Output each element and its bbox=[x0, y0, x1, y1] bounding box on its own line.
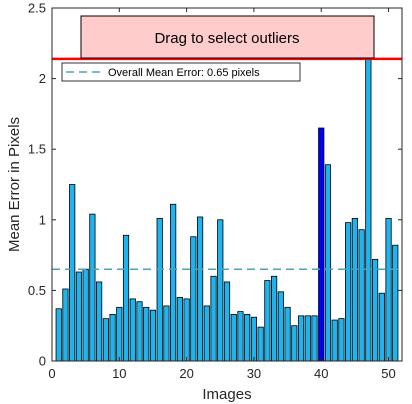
bar-image-15[interactable] bbox=[149, 309, 157, 362]
y-tick-label: 0 bbox=[39, 354, 46, 369]
bar-image-24[interactable] bbox=[210, 275, 217, 362]
bar-image-18[interactable] bbox=[170, 203, 177, 362]
y-tick-label: 2 bbox=[39, 71, 46, 86]
bar-image-11[interactable] bbox=[122, 234, 130, 362]
bar-image-38[interactable] bbox=[304, 315, 311, 362]
bar-image-19[interactable] bbox=[176, 297, 183, 362]
bar-image-26[interactable] bbox=[223, 281, 231, 362]
bar-image-12[interactable] bbox=[129, 298, 136, 362]
drag-banner[interactable]: Drag to select outliers bbox=[80, 15, 375, 59]
legend-box bbox=[61, 62, 301, 82]
bar-image-13[interactable] bbox=[136, 301, 143, 362]
bar-image-39[interactable] bbox=[311, 315, 318, 362]
x-tick-label: 50 bbox=[381, 366, 395, 381]
bar-image-8[interactable] bbox=[102, 318, 109, 362]
bar-image-14[interactable] bbox=[143, 306, 150, 362]
y-axis-ticks: 0 0.5 1 1.5 2 2.5 bbox=[28, 1, 402, 369]
bar-image-47[interactable] bbox=[365, 58, 372, 362]
bar-image-21[interactable] bbox=[190, 236, 197, 362]
bar-image-23[interactable] bbox=[203, 305, 210, 362]
bar-image-42[interactable] bbox=[331, 319, 338, 362]
bar-image-17[interactable] bbox=[163, 305, 170, 362]
bar-image-28[interactable] bbox=[237, 311, 244, 362]
bar-image-4[interactable] bbox=[75, 271, 83, 362]
y-axis-label: Mean Error in Pixels bbox=[6, 117, 23, 252]
bar-image-37[interactable] bbox=[297, 315, 305, 362]
bar-image-1[interactable] bbox=[55, 308, 62, 362]
bar-image-35[interactable] bbox=[284, 306, 291, 362]
x-tick-label: 0 bbox=[48, 366, 55, 381]
bar-image-48[interactable] bbox=[371, 258, 379, 362]
legend: Overall Mean Error: 0.65 pixels bbox=[61, 62, 301, 82]
y-tick-label: 2.5 bbox=[28, 1, 46, 16]
x-tick-label: 40 bbox=[314, 366, 328, 381]
bar-image-45[interactable] bbox=[351, 217, 358, 362]
bar-image-32[interactable] bbox=[264, 280, 271, 362]
bar-image-43[interactable] bbox=[338, 318, 345, 362]
y-tick-label: 0.5 bbox=[28, 283, 46, 298]
bar-image-16[interactable] bbox=[156, 217, 163, 362]
bar-image-31[interactable] bbox=[257, 326, 264, 362]
bar-image-36[interactable] bbox=[291, 325, 298, 362]
bar-image-7[interactable] bbox=[96, 281, 103, 362]
legend-label: Overall Mean Error: 0.65 pixels bbox=[108, 67, 260, 79]
bar-image-9[interactable] bbox=[109, 313, 116, 362]
x-axis-label: Images bbox=[202, 386, 251, 403]
bar-image-3[interactable] bbox=[69, 184, 76, 362]
bar-image-20[interactable] bbox=[183, 298, 190, 362]
bar-image-50[interactable] bbox=[385, 217, 392, 362]
x-tick-label: 30 bbox=[247, 366, 261, 381]
bar-image-34[interactable] bbox=[277, 291, 284, 362]
bar-image-6[interactable] bbox=[89, 213, 96, 362]
bar-image-10[interactable] bbox=[116, 306, 123, 362]
plot-frame bbox=[51, 7, 403, 362]
bar-image-22[interactable] bbox=[196, 216, 204, 362]
bar-image-41[interactable] bbox=[324, 164, 332, 362]
bar-image-44[interactable] bbox=[345, 222, 352, 362]
bar-image-29[interactable] bbox=[244, 313, 251, 362]
y-tick-label: 1 bbox=[39, 212, 46, 227]
banner-text: Drag to select outliers bbox=[154, 30, 299, 47]
bar-image-25[interactable] bbox=[217, 219, 224, 362]
bar-image-30[interactable] bbox=[250, 316, 258, 362]
x-tick-label: 20 bbox=[179, 366, 193, 381]
bar-image-33[interactable] bbox=[271, 275, 278, 362]
bar-image-27[interactable] bbox=[230, 313, 237, 362]
bar-image-51[interactable] bbox=[392, 244, 399, 362]
x-tick-label: 10 bbox=[112, 366, 126, 381]
bar-image-2[interactable] bbox=[62, 288, 69, 362]
bar-image-46[interactable] bbox=[358, 229, 365, 362]
bar-image-49[interactable] bbox=[378, 292, 385, 362]
banner-box[interactable] bbox=[80, 15, 375, 59]
bar-image-40[interactable] bbox=[318, 127, 325, 362]
y-tick-label: 1.5 bbox=[28, 142, 46, 157]
bar-image-5[interactable] bbox=[82, 268, 89, 362]
x-axis-ticks: 0 10 20 30 40 50 bbox=[48, 8, 396, 381]
